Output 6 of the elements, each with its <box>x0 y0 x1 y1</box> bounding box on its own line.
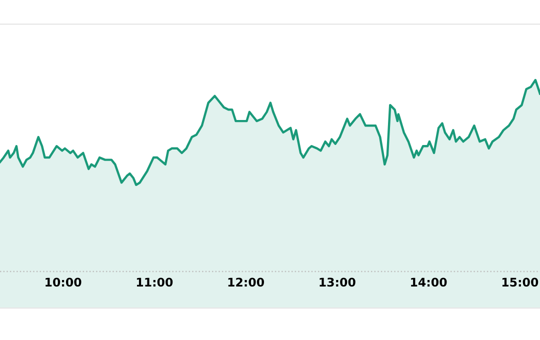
x-tick-label: 14:00 <box>411 278 447 287</box>
x-tick-label: 12:00 <box>228 278 264 287</box>
x-tick-label: 15:00 <box>502 278 538 287</box>
x-tick-label: 10:00 <box>46 278 82 287</box>
x-tick-label: 11:00 <box>136 278 173 287</box>
x-tick-label: 13:00 <box>320 278 356 287</box>
